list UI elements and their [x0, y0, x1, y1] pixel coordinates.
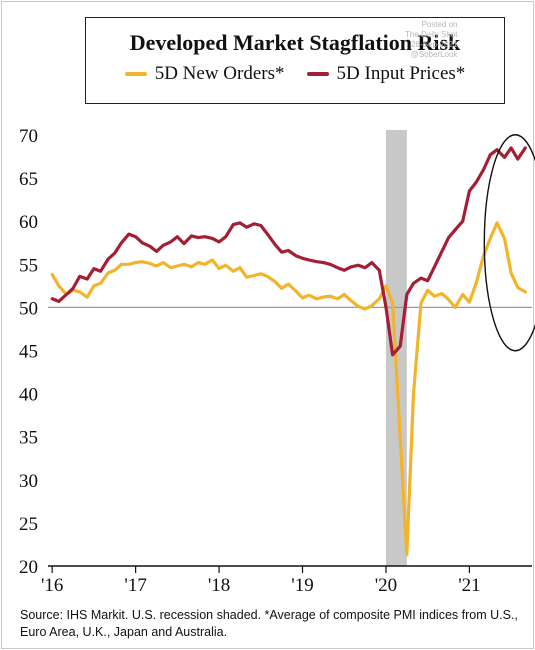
chart-title: Developed Market Stagflation Risk [129, 30, 461, 55]
watermark: Posted on The Daily Shot 28-Sep-2021 @So… [405, 20, 457, 60]
legend-item-new-orders: 5D New Orders* [124, 63, 285, 85]
y-tick-label: 55 [19, 255, 38, 276]
series-line-new-orders [50, 221, 527, 557]
legend: 5D New Orders* 5D Input Prices* [86, 63, 504, 85]
x-tick-label: '18 [208, 575, 230, 596]
y-tick-label: 35 [19, 428, 38, 449]
legend-swatch-new-orders [124, 72, 147, 76]
x-tick-label: '17 [124, 575, 146, 596]
y-tick-label: 65 [19, 169, 38, 190]
legend-label-input-prices: 5D Input Prices* [336, 63, 466, 84]
highlight-ellipse [483, 134, 535, 352]
x-tick-label: '21 [458, 575, 480, 596]
x-tick-label: '20 [375, 575, 397, 596]
y-tick-label: 50 [19, 298, 38, 319]
legend-item-input-prices: 5D Input Prices* [306, 63, 466, 85]
y-tick-label: 60 [19, 212, 38, 233]
watermark-line-2: The Daily Shot [405, 30, 458, 39]
watermark-line-4: @SoberLook [410, 50, 458, 59]
legend-label-new-orders: 5D New Orders* [154, 63, 285, 84]
y-tick-label: 30 [19, 471, 38, 492]
legend-swatch-input-prices [306, 72, 329, 76]
y-tick-label: 25 [19, 514, 38, 535]
y-tick-label: 70 [19, 126, 38, 147]
title-legend-box: Developed Market Stagflation Risk 5D New… [85, 17, 505, 104]
y-tick-label: 40 [19, 385, 38, 406]
x-tick-label: '19 [291, 575, 313, 596]
y-tick-label: 45 [19, 342, 38, 363]
y-tick-label: 20 [19, 557, 38, 578]
source-note: Source: IHS Markit. U.S. recession shade… [20, 608, 518, 639]
watermark-line-1: Posted on [421, 20, 458, 29]
series-line-input-prices [50, 146, 527, 357]
plot-area: 20 25 30 35 40 45 50 55 60 65 70 '16 '17 '18 '19 '20 '21 [19, 126, 535, 596]
x-tick-label: '16 [41, 575, 63, 596]
watermark-line-3: 28-Sep-2021 [411, 40, 458, 49]
